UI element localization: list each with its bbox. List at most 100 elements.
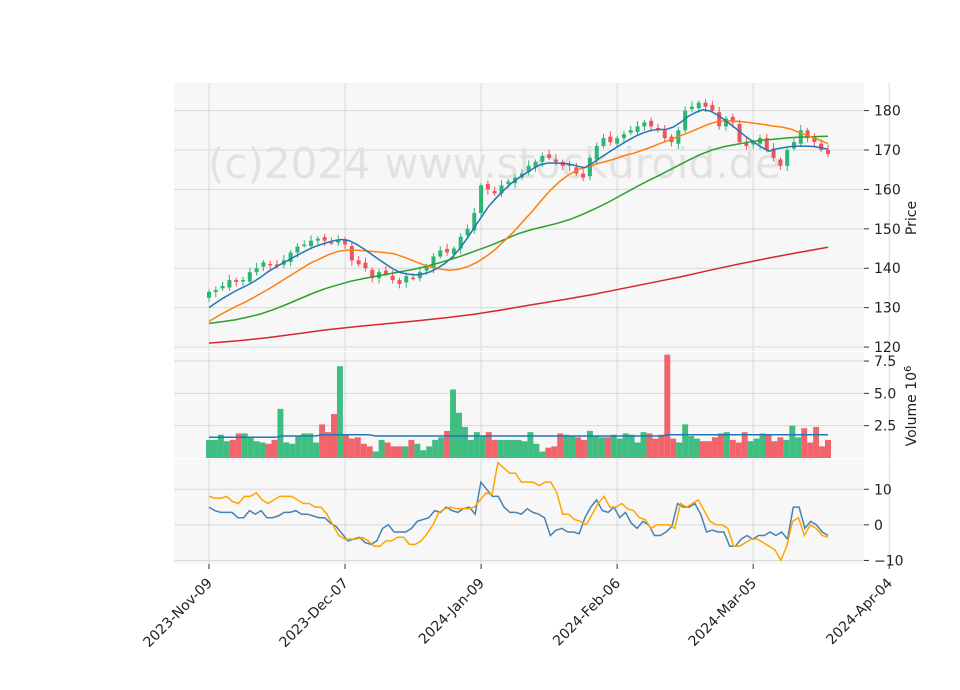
candle-body: [315, 238, 320, 241]
volume-bar: [539, 451, 546, 458]
volume-bar: [747, 441, 754, 458]
candle-body: [431, 256, 436, 268]
candle-body: [615, 138, 620, 144]
volume-bar: [729, 439, 736, 458]
candle-body: [234, 280, 239, 283]
candle-body: [689, 106, 694, 110]
candle-body: [356, 260, 361, 265]
candle-body: [370, 269, 375, 279]
volume-bar: [813, 426, 820, 458]
volume-bar: [765, 434, 772, 458]
candle-body: [404, 276, 409, 283]
candle-body: [553, 159, 558, 162]
oscillator-line: [208, 461, 829, 563]
volume-bar: [670, 438, 677, 458]
volume-bar: [360, 443, 367, 458]
candle-body: [696, 102, 701, 109]
y-tick-label: 7.5: [874, 354, 896, 370]
ma-200-line: [208, 246, 829, 344]
volume-bar: [771, 441, 778, 458]
volume-bar: [265, 443, 272, 458]
volume-bar: [563, 434, 570, 458]
candle-body: [805, 130, 810, 139]
x-tick-label: 2024-Feb-06: [550, 575, 624, 649]
candle-body: [778, 159, 783, 166]
candle-body: [723, 118, 728, 127]
volume-bar: [753, 438, 760, 458]
candle-body: [213, 289, 218, 292]
ma-long-line: [208, 135, 829, 325]
volume-bar: [580, 439, 587, 458]
candle-body: [261, 262, 266, 267]
volume-bar: [420, 450, 427, 458]
volume-bar: [825, 439, 831, 458]
volume-bar: [307, 433, 314, 458]
y-tick-label: 140: [874, 261, 901, 277]
volume-bar: [450, 389, 457, 458]
price-axis-label: Price: [904, 201, 920, 235]
candle-body: [390, 275, 395, 281]
volume-bar: [426, 446, 433, 458]
volume-axis-label: Volume 106: [903, 366, 921, 447]
price-y-axis: 120 130 140 150 160 170 180: [864, 104, 901, 356]
candle-body: [254, 268, 259, 273]
volume-bar: [271, 439, 278, 458]
candle-body: [771, 148, 776, 158]
volume-bar: [569, 436, 576, 458]
candle-body: [751, 142, 756, 145]
volume-bar: [497, 439, 504, 458]
volume-bar: [229, 439, 236, 458]
y-tick-label: 170: [874, 143, 901, 159]
volume-bar: [503, 439, 510, 458]
y-tick-label: 160: [874, 182, 901, 198]
volume-bar: [348, 438, 355, 458]
candle-body: [628, 130, 633, 133]
candle-body: [581, 173, 586, 178]
candle-body: [288, 252, 293, 262]
volume-bar: [235, 433, 242, 458]
volume-bar: [402, 446, 409, 458]
volume-bar: [819, 446, 826, 458]
candle-body: [207, 291, 211, 298]
candle-body: [479, 185, 484, 214]
volume-bar: [735, 442, 742, 458]
volume-bar: [688, 436, 695, 458]
price-panel-background: [174, 83, 864, 351]
volume-axis-unit: 106: [903, 366, 921, 390]
volume-bar: [283, 442, 290, 458]
volume-bar: [598, 437, 605, 458]
watermark: (c)2024 www.stockdroid.de: [208, 139, 781, 188]
volume-bar: [604, 437, 611, 458]
volume-bar: [390, 446, 397, 458]
volume-bar: [342, 434, 349, 458]
candle-body: [744, 142, 749, 147]
candle-body: [268, 263, 273, 266]
candle-body: [710, 105, 715, 111]
candle-body: [302, 244, 307, 247]
x-tick-label: 2024-Apr-04: [824, 575, 897, 648]
volume-bar: [384, 442, 391, 458]
volume-bar: [807, 442, 814, 458]
volume-bar: [247, 437, 254, 458]
candle-body: [587, 157, 592, 177]
candle-body: [526, 165, 531, 173]
volume-bar: [473, 432, 480, 458]
volume-bar: [783, 439, 790, 458]
volume-bar: [789, 425, 796, 458]
x-tick-label: 2023-Nov-09: [141, 576, 216, 651]
volume-bar: [676, 442, 683, 458]
volume-bar: [551, 446, 558, 458]
x-tick-label: 2024-Mar-05: [686, 576, 760, 650]
volume-bar: [723, 432, 730, 458]
volume-bar: [414, 443, 421, 458]
volume-bar: [545, 447, 552, 458]
volume-bar: [711, 437, 718, 458]
volume-bar: [372, 451, 379, 458]
oscillator-panel: [208, 461, 829, 563]
volume-bar: [634, 442, 641, 458]
candle-body: [451, 248, 456, 255]
candle-body: [438, 250, 443, 257]
candle-body: [601, 138, 606, 147]
candle-body: [703, 102, 708, 107]
